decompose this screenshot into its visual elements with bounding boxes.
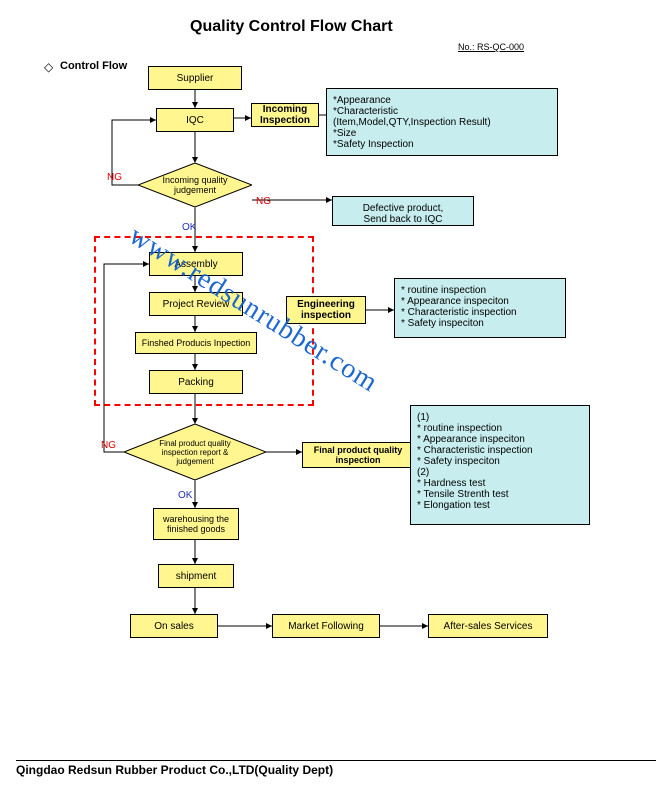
node-packing: Packing [149,370,243,394]
node-assembly: Assembly [149,252,243,276]
node-project-review: Project Review [149,292,243,316]
label-ok: OK [178,490,192,501]
panel-iqc-criteria: *Appearance *Characteristic (Item,Model,… [326,88,558,156]
panel-defective: Defective product, Send back to IQC [332,196,474,226]
decision-final-quality: Final product quality inspection report … [124,424,266,480]
node-warehousing: warehousing the finished goods [153,508,239,540]
footer: Qingdao Redsun Rubber Product Co.,LTD(Qu… [16,760,656,777]
panel-final-criteria: (1) * routine inspection * Appearance in… [410,405,590,525]
label-incoming-inspection: Incoming Inspection [251,103,319,127]
flowchart-page: Quality Control Flow Chart No.: RS-QC-00… [0,0,670,800]
decision-incoming-quality: Incoming quality judgement [138,163,252,207]
node-iqc: IQC [156,108,234,132]
node-on-sales: On sales [130,614,218,638]
node-market-following: Market Following [272,614,380,638]
label-ng: NG [107,172,122,183]
label-engineering-inspection: Engineering inspection [286,296,366,324]
node-shipment: shipment [158,564,234,588]
panel-engineering-criteria: * routine inspection * Appearance inspec… [394,278,566,338]
label-ng: NG [101,440,116,451]
node-after-sales: After-sales Services [428,614,548,638]
node-finished-inspection: Finshed Producis Inpection [135,332,257,354]
label-ok: OK [182,222,196,233]
label-final-inspection: Final product quality inspection [302,442,414,468]
label-ng: NG [256,196,271,207]
node-supplier: Supplier [148,66,242,90]
